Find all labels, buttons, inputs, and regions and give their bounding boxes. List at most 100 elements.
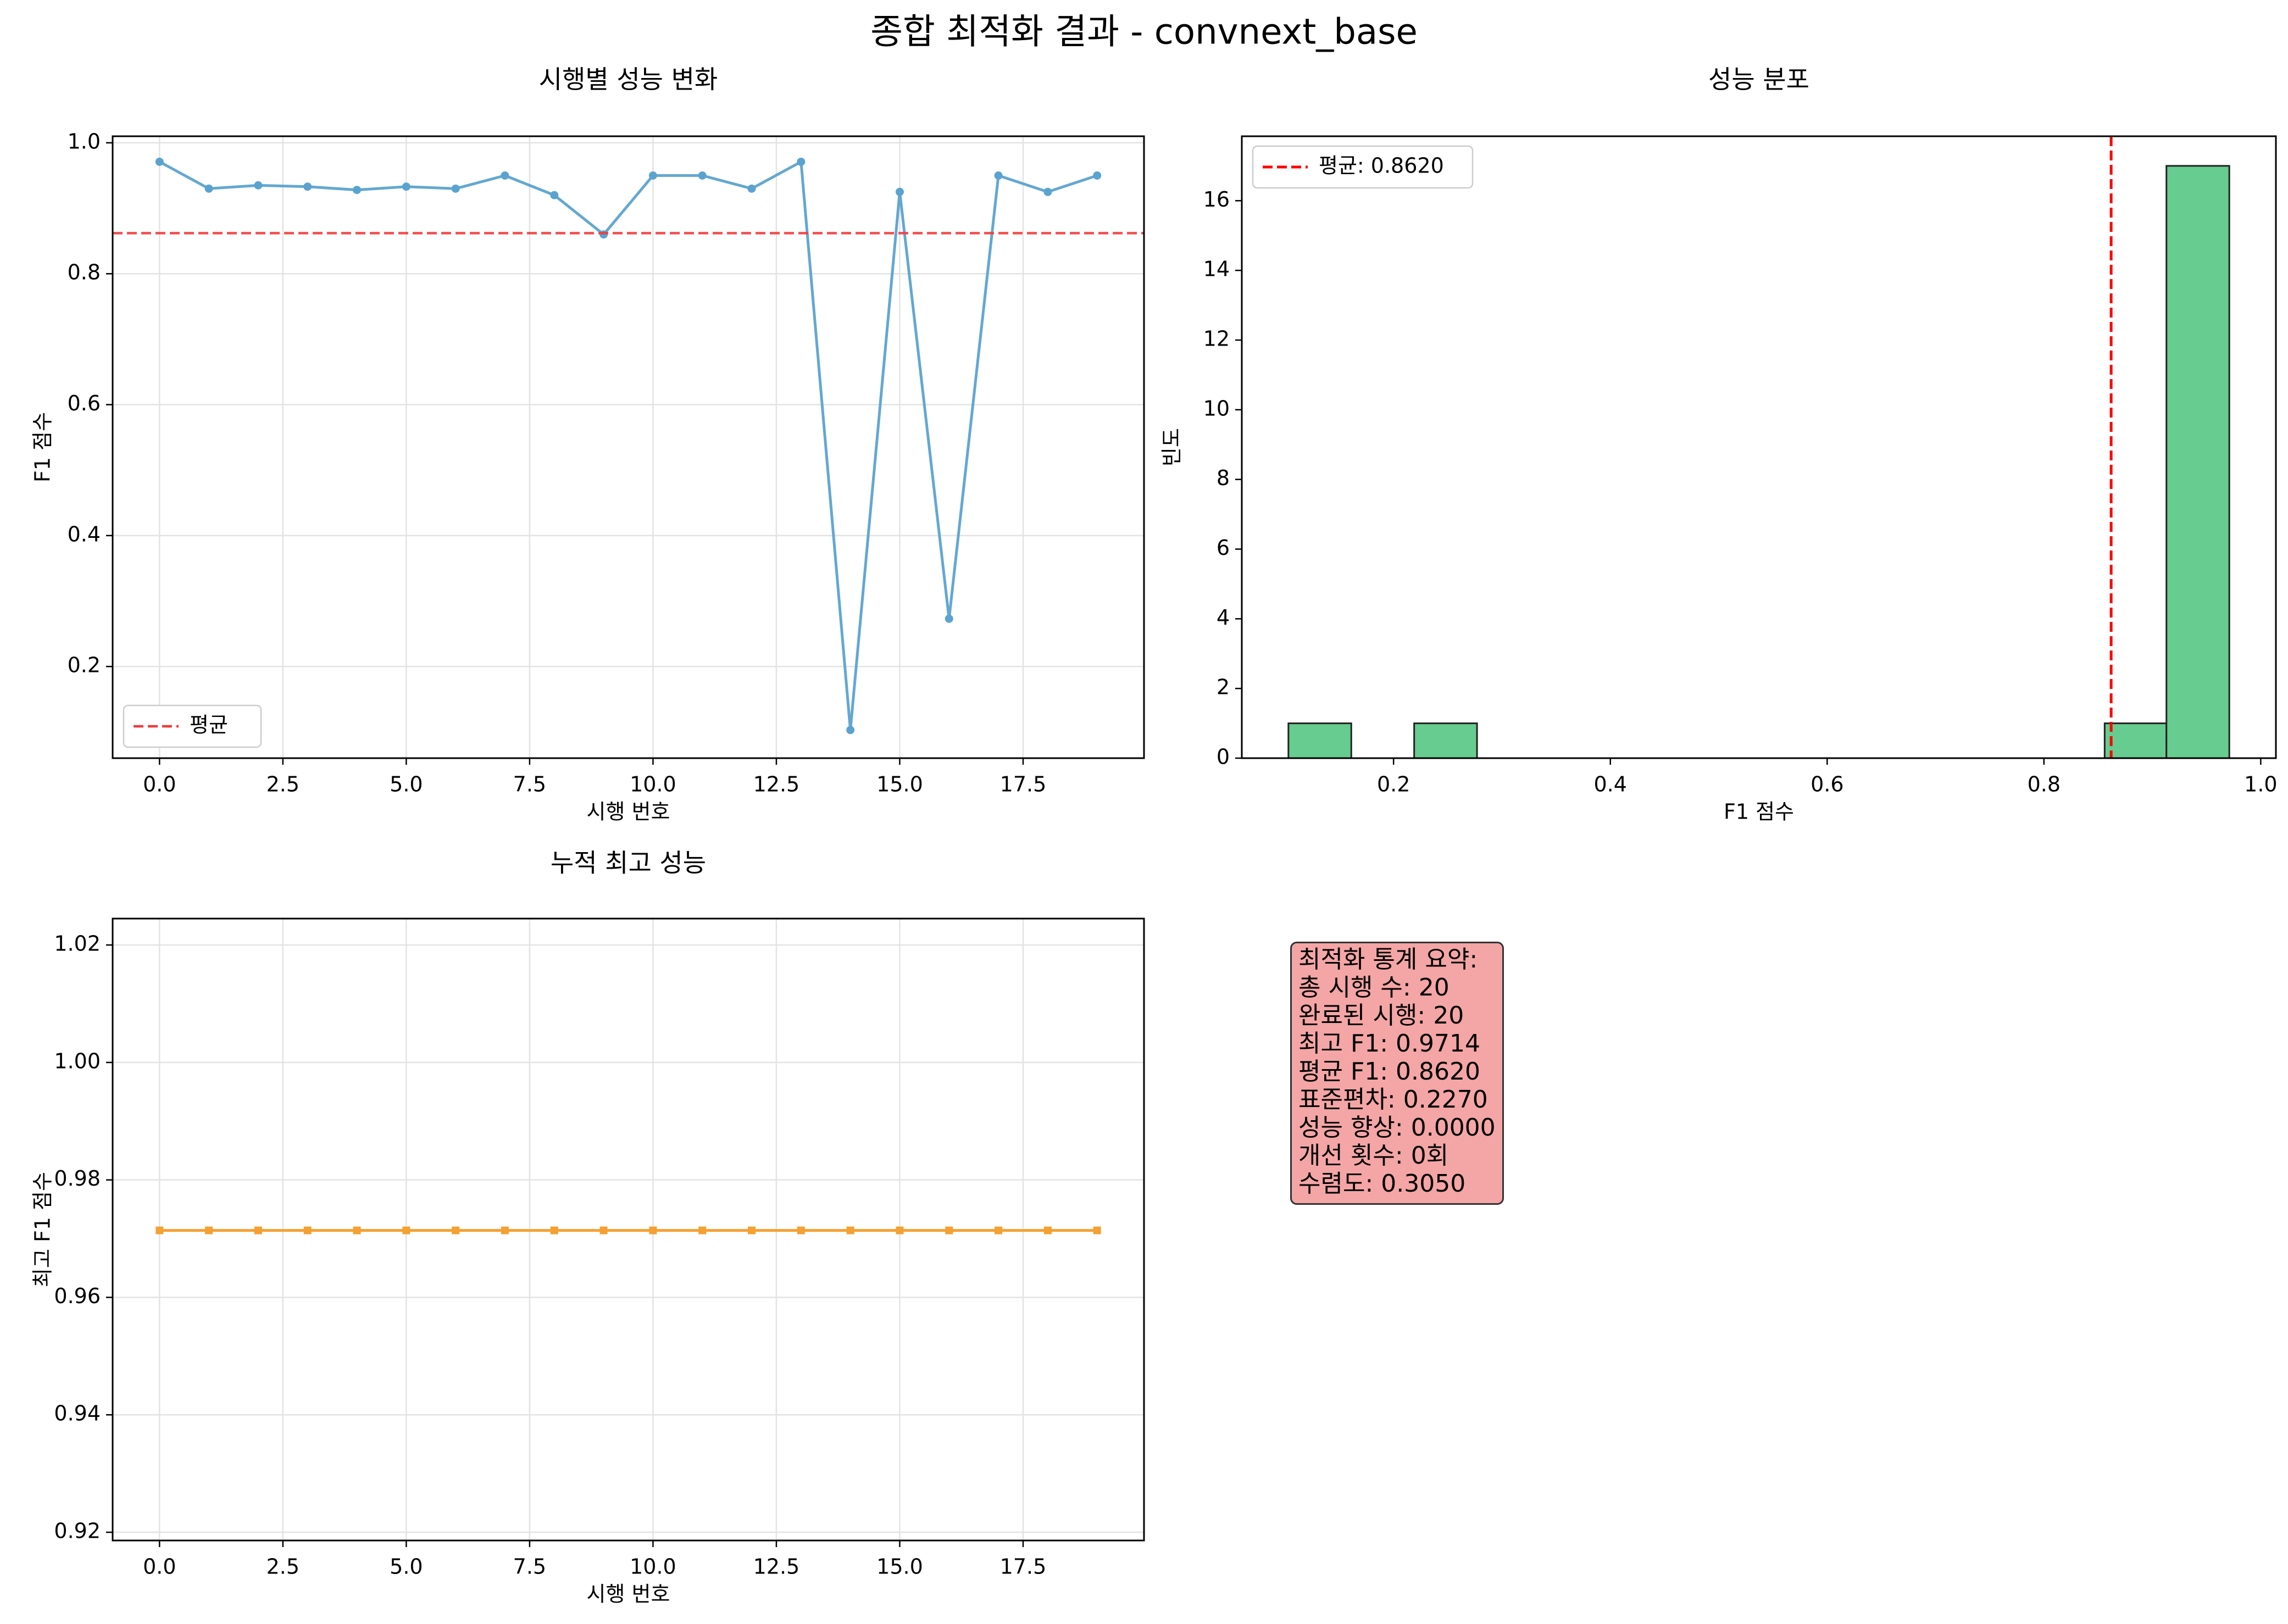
y-tick-label: 12 (1203, 326, 1230, 351)
histogram-bar (1287, 722, 1352, 759)
y-tick-label: 1.0 (68, 129, 101, 153)
stats-line: 최적화 통계 요약: (1298, 946, 1478, 974)
data-point (204, 184, 213, 193)
data-point (452, 1226, 460, 1234)
y-axis-label: 빈도 (1160, 428, 1184, 466)
x-tick-label: 2.5 (266, 1555, 299, 1579)
legend-box (1252, 145, 1474, 189)
legend-box (123, 704, 262, 748)
x-tick-label: 0.6 (1811, 772, 1843, 797)
y-tick-label: 14 (1203, 257, 1230, 281)
y-axis-label: 최고 F1 점수 (31, 1172, 55, 1287)
data-point (353, 1226, 361, 1234)
x-tick-label: 1.0 (2244, 772, 2277, 797)
x-tick-label: 5.0 (390, 772, 423, 797)
data-point (896, 1226, 904, 1234)
data-point (402, 182, 410, 191)
stats-line: 최고 F1: 0.9714 (1298, 1030, 1481, 1058)
y-tick-label: 6 (1217, 536, 1230, 560)
histogram-bar (1413, 722, 1478, 759)
y-tick-label: 0.94 (54, 1401, 101, 1426)
data-point (846, 726, 855, 735)
data-point (1093, 171, 1102, 180)
series-line-f1 (159, 159, 1098, 730)
x-tick-label: 15.0 (876, 1555, 923, 1579)
x-tick-label: 15.0 (876, 772, 923, 797)
data-point (797, 157, 806, 166)
x-axis-label: 시행 번호 (587, 1582, 670, 1606)
data-point (1043, 187, 1052, 196)
y-tick-label: 2 (1217, 675, 1230, 699)
data-point (698, 171, 707, 180)
data-point (254, 181, 263, 190)
axes-frame (112, 917, 1145, 1542)
y-tick-label: 0.92 (54, 1519, 101, 1543)
x-tick-label: 7.5 (513, 1555, 546, 1579)
x-tick-label: 12.5 (753, 1555, 800, 1579)
x-tick-label: 0.4 (1594, 772, 1627, 797)
y-tick-label: 8 (1217, 466, 1230, 490)
data-point (550, 191, 559, 199)
legend-label: 평균: 0.8620 (1319, 154, 1444, 178)
subplot-title: 성능 분포 (1708, 65, 1809, 94)
data-point (303, 182, 312, 191)
stats-line: 표준편차: 0.2270 (1298, 1086, 1488, 1114)
y-tick-label: 0.6 (68, 391, 101, 415)
data-point (599, 230, 608, 239)
stats-line: 총 시행 수: 20 (1298, 974, 1450, 1002)
x-tick-label: 0.0 (143, 1555, 176, 1579)
figure-suptitle: 종합 최적화 결과 - convnext_base (870, 12, 1418, 53)
x-tick-label: 0.2 (1377, 772, 1410, 797)
data-point (747, 184, 756, 193)
y-tick-label: 4 (1217, 605, 1230, 630)
data-point (599, 1226, 608, 1234)
stats-line: 수렴도: 0.3050 (1298, 1170, 1466, 1198)
data-point (895, 187, 904, 196)
stats-summary-box: 최적화 통계 요약: 총 시행 수: 20 완료된 시행: 20 최고 F1: … (1290, 942, 1504, 1205)
data-point (649, 1226, 657, 1234)
data-point (501, 1226, 509, 1234)
y-tick-label: 0.96 (54, 1284, 101, 1308)
data-point (402, 1226, 410, 1234)
data-point (1043, 1226, 1052, 1234)
data-point (550, 1226, 558, 1234)
x-tick-label: 12.5 (753, 772, 800, 797)
y-axis-label: F1 점수 (31, 412, 55, 482)
data-point (155, 157, 164, 166)
y-tick-label: 1.00 (54, 1049, 101, 1073)
data-point (945, 1226, 953, 1234)
axes-frame (112, 135, 1145, 759)
legend-label: 평균 (190, 713, 228, 737)
x-tick-label: 7.5 (513, 772, 546, 797)
y-tick-label: 16 (1203, 187, 1230, 212)
x-tick-label: 17.5 (1000, 772, 1047, 797)
data-point (1093, 1226, 1101, 1234)
y-tick-label: 0.2 (68, 653, 101, 677)
x-tick-label: 17.5 (1000, 1555, 1047, 1579)
y-tick-label: 0.4 (68, 522, 101, 546)
subplot-title: 누적 최고 성능 (551, 848, 706, 878)
x-tick-label: 0.8 (2028, 772, 2061, 797)
data-point (797, 1226, 805, 1234)
axes-frame (1241, 135, 2277, 759)
data-point (501, 171, 509, 180)
y-tick-label: 0.8 (68, 260, 101, 285)
x-tick-label: 10.0 (630, 772, 676, 797)
y-tick-label: 10 (1203, 396, 1230, 420)
data-point (698, 1226, 707, 1234)
y-tick-label: 0.98 (54, 1166, 101, 1191)
y-tick-label: 1.02 (54, 932, 101, 956)
x-axis-label: 시행 번호 (587, 800, 670, 824)
data-point (254, 1226, 262, 1234)
data-point (353, 186, 362, 194)
data-point (205, 1226, 213, 1234)
x-tick-label: 10.0 (630, 1555, 676, 1579)
stats-line: 평균 F1: 0.8620 (1298, 1058, 1481, 1086)
x-tick-label: 5.0 (390, 1555, 423, 1579)
stats-line: 성능 향상: 0.0000 (1298, 1114, 1496, 1142)
histogram-bar (2165, 165, 2230, 759)
data-point (748, 1226, 756, 1234)
data-point (451, 184, 460, 193)
x-tick-label: 2.5 (266, 772, 299, 797)
